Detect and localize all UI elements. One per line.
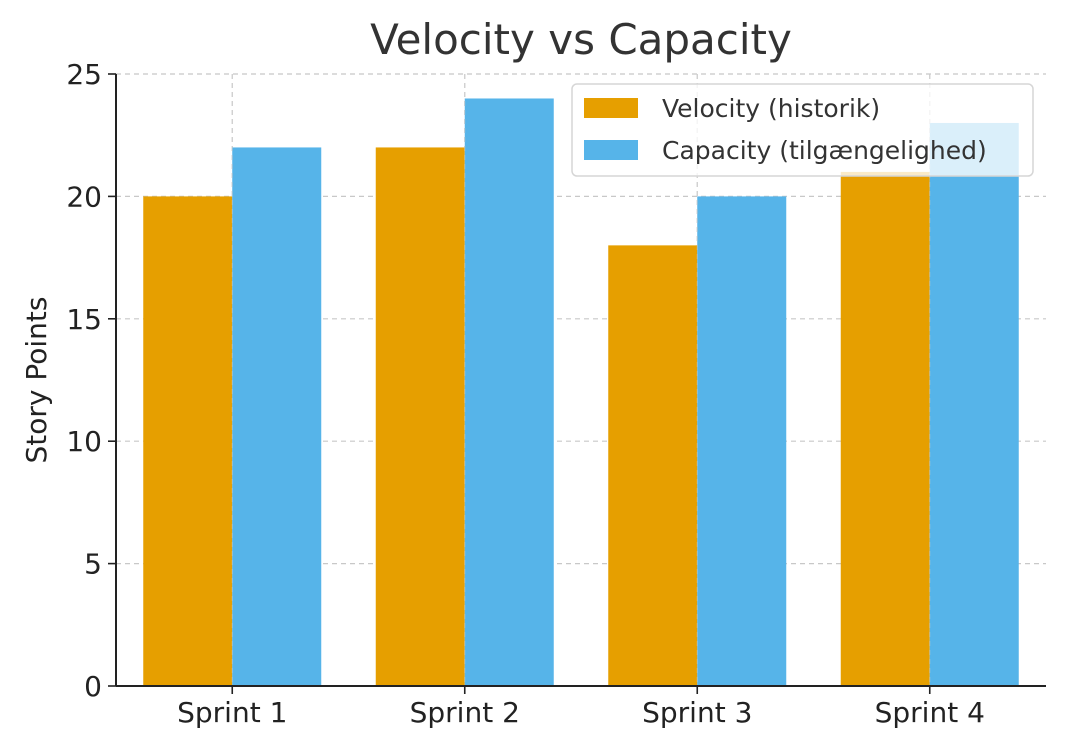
legend-box — [571, 83, 1034, 177]
x-tick-label: Sprint 2 — [410, 696, 520, 729]
x-tick-label: Sprint 1 — [177, 696, 287, 729]
y-tick-label: 15 — [66, 303, 102, 336]
bar-velocity-1 — [143, 196, 233, 686]
legend-swatch — [584, 140, 638, 160]
legend-swatch — [584, 98, 638, 118]
x-tick-label: Sprint 4 — [875, 696, 985, 729]
bar-velocity-4 — [840, 171, 930, 687]
y-tick-label: 20 — [66, 180, 102, 213]
y-axis-label: Story Points — [20, 297, 53, 464]
bar-capacity-2 — [464, 98, 554, 687]
bar-capacity-3 — [697, 196, 787, 686]
legend-label: Velocity (historik) — [662, 94, 880, 123]
axes — [108, 73, 1046, 694]
bar-capacity-1 — [232, 147, 322, 686]
y-tick-label: 5 — [84, 548, 102, 581]
y-tick-label: 25 — [66, 58, 102, 91]
bar-capacity-4 — [929, 122, 1019, 686]
tick-labels: 0 5 10 15 20 25 Sprint 1 Sprint 2 Sprint 3 Sprint… — [66, 58, 985, 729]
chart-title: Velocity vs Capacity — [370, 15, 792, 64]
x-tick-label: Sprint 3 — [642, 696, 752, 729]
legend: Velocity (historik) Capacity (tilgængelig… — [571, 83, 1034, 177]
y-tick-label: 0 — [84, 670, 102, 703]
bar-velocity-2 — [375, 147, 465, 686]
y-tick-label: 10 — [66, 425, 102, 458]
bar-velocity-3 — [608, 245, 698, 687]
legend-label: Capacity (tilgængelighed) — [662, 136, 987, 165]
bars — [143, 74, 1019, 687]
